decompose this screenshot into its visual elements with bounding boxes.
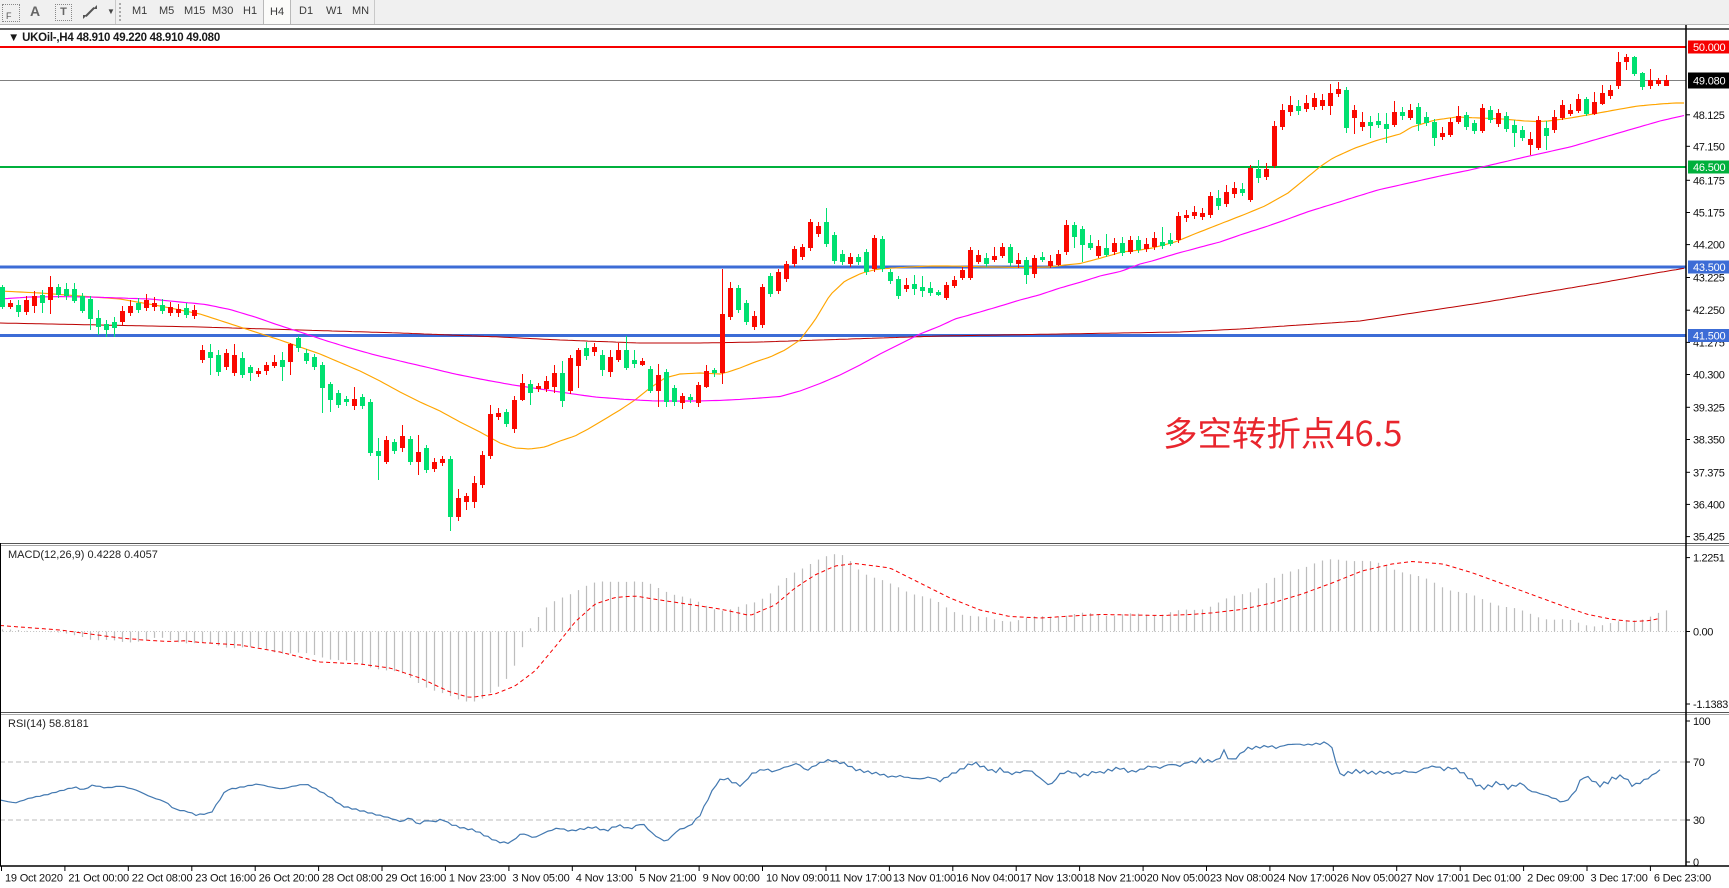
svg-text:35.425: 35.425 <box>1693 532 1725 544</box>
svg-text:11 Nov 17:00: 11 Nov 17:00 <box>830 873 892 885</box>
svg-text:39.325: 39.325 <box>1693 402 1725 414</box>
svg-text:13 Nov 01:00: 13 Nov 01:00 <box>893 873 956 885</box>
svg-text:49.080: 49.080 <box>1693 76 1726 88</box>
svg-text:1 Dec 01:00: 1 Dec 01:00 <box>1464 873 1521 885</box>
svg-text:1.2251: 1.2251 <box>1693 553 1725 565</box>
svg-text:MACD(12,26,9) 0.4228 0.4057: MACD(12,26,9) 0.4228 0.4057 <box>8 549 158 561</box>
svg-text:0.00: 0.00 <box>1693 627 1713 639</box>
svg-text:46.500: 46.500 <box>1693 162 1726 174</box>
svg-text:29 Oct 16:00: 29 Oct 16:00 <box>386 873 447 885</box>
svg-text:48.125: 48.125 <box>1693 110 1725 122</box>
svg-text:6 Dec 23:00: 6 Dec 23:00 <box>1654 873 1711 885</box>
svg-text:18 Nov 21:00: 18 Nov 21:00 <box>1083 873 1146 885</box>
svg-text:28 Oct 08:00: 28 Oct 08:00 <box>322 873 383 885</box>
svg-text:23 Oct 16:00: 23 Oct 16:00 <box>195 873 256 885</box>
svg-text:22 Oct 08:00: 22 Oct 08:00 <box>132 873 193 885</box>
svg-text:46.175: 46.175 <box>1693 175 1725 187</box>
svg-text:9 Nov 00:00: 9 Nov 00:00 <box>703 873 760 885</box>
svg-text:42.250: 42.250 <box>1693 305 1725 317</box>
svg-text:1 Nov 23:00: 1 Nov 23:00 <box>449 873 506 885</box>
svg-text:50.000: 50.000 <box>1693 42 1726 54</box>
svg-text:43.225: 43.225 <box>1693 273 1725 285</box>
svg-text:▼ UKOil-,H4 48.910 49.220 48.: ▼ UKOil-,H4 48.910 49.220 48.910 49.080 <box>8 32 220 44</box>
svg-text:2 Dec 09:00: 2 Dec 09:00 <box>1527 873 1584 885</box>
svg-text:17 Nov 13:00: 17 Nov 13:00 <box>1020 873 1083 885</box>
svg-text:30: 30 <box>1693 815 1705 827</box>
svg-text:100: 100 <box>1693 716 1711 728</box>
svg-text:10 Nov 09:00: 10 Nov 09:00 <box>766 873 829 885</box>
svg-text:24 Nov 17:00: 24 Nov 17:00 <box>1273 873 1336 885</box>
svg-text:21 Oct 00:00: 21 Oct 00:00 <box>68 873 129 885</box>
svg-text:41.500: 41.500 <box>1693 331 1726 343</box>
svg-text:3 Nov 05:00: 3 Nov 05:00 <box>512 873 569 885</box>
svg-text:4 Nov 13:00: 4 Nov 13:00 <box>576 873 633 885</box>
svg-text:40.300: 40.300 <box>1693 370 1725 382</box>
svg-text:19 Oct 2020: 19 Oct 2020 <box>5 873 63 885</box>
svg-text:20 Nov 05:00: 20 Nov 05:00 <box>1147 873 1210 885</box>
svg-text:16 Nov 04:00: 16 Nov 04:00 <box>956 873 1019 885</box>
svg-text:43.500: 43.500 <box>1693 262 1726 274</box>
svg-text:5 Nov 21:00: 5 Nov 21:00 <box>639 873 696 885</box>
svg-text:47.150: 47.150 <box>1693 141 1725 153</box>
svg-text:45.175: 45.175 <box>1693 208 1725 220</box>
svg-text:38.350: 38.350 <box>1693 435 1725 447</box>
svg-text:44.200: 44.200 <box>1693 240 1725 252</box>
svg-text:36.400: 36.400 <box>1693 499 1725 511</box>
svg-text:27 Nov 17:00: 27 Nov 17:00 <box>1400 873 1463 885</box>
svg-text:0: 0 <box>1693 857 1699 869</box>
svg-text:RSI(14) 58.8181: RSI(14) 58.8181 <box>8 718 89 730</box>
svg-text:26 Nov 05:00: 26 Nov 05:00 <box>1337 873 1400 885</box>
svg-text:23 Nov 08:00: 23 Nov 08:00 <box>1210 873 1273 885</box>
svg-text:37.375: 37.375 <box>1693 467 1725 479</box>
svg-text:3 Dec 17:00: 3 Dec 17:00 <box>1591 873 1648 885</box>
svg-text:70: 70 <box>1693 757 1705 769</box>
svg-text:-1.1383: -1.1383 <box>1693 699 1728 711</box>
svg-text:26 Oct 20:00: 26 Oct 20:00 <box>259 873 320 885</box>
